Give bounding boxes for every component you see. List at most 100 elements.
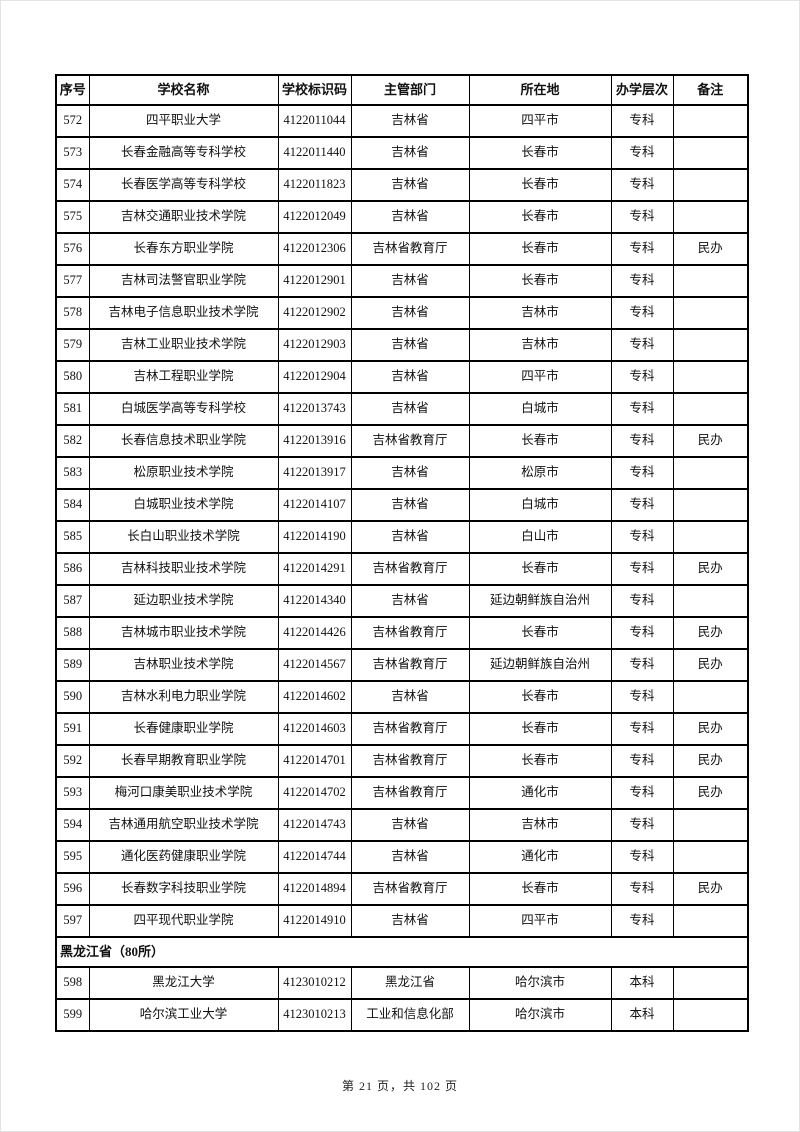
table-cell: 4122012901 [277,264,352,298]
table-cell: 吉林省 [350,296,470,330]
table-cell: 585 [55,520,90,554]
table-cell: 4122014702 [277,776,352,810]
table-cell: 589 [55,648,90,682]
table-cell [672,168,749,202]
table-row: 599 哈尔滨工业大学 4123010213 工业和信息化部 哈尔滨市 本科 [55,998,749,1032]
table-cell: 580 [55,360,90,394]
table-cell [672,456,749,490]
column-header: 办学层次 [610,74,674,106]
table-cell: 吉林通用航空职业技术学院 [88,808,279,842]
table-cell: 长春市 [468,680,612,714]
table-cell: 长春市 [468,232,612,266]
table-cell: 民办 [672,648,749,682]
column-header: 所在地 [468,74,612,106]
table-cell: 597 [55,904,90,938]
table-cell: 专科 [610,296,674,330]
table-cell: 民办 [672,552,749,586]
table-row: 574 长春医学高等专科学校 4122011823 吉林省 长春市 专科 [55,168,749,202]
table-cell: 吉林省 [350,488,470,522]
table-cell: 长春市 [468,168,612,202]
table-cell: 长春市 [468,136,612,170]
table-cell: 吉林省教育厅 [350,712,470,746]
table-cell [672,840,749,874]
table-cell: 四平职业大学 [88,104,279,138]
table-cell: 582 [55,424,90,458]
table-cell: 595 [55,840,90,874]
table-cell [672,966,749,1000]
table-cell [672,680,749,714]
column-header: 序号 [55,74,90,106]
table-cell: 吉林省 [350,360,470,394]
table-row: 591 长春健康职业学院 4122014603 吉林省教育厅 长春市 专科 民办 [55,712,749,746]
table-row: 580 吉林工程职业学院 4122012904 吉林省 四平市 专科 [55,360,749,394]
table-cell: 593 [55,776,90,810]
table-cell: 吉林市 [468,296,612,330]
table-cell: 587 [55,584,90,618]
table-cell: 专科 [610,104,674,138]
table-cell: 583 [55,456,90,490]
table-cell: 专科 [610,648,674,682]
table-cell: 4122011440 [277,136,352,170]
table-cell: 四平现代职业学院 [88,904,279,938]
table-cell: 4122014701 [277,744,352,778]
table-cell: 4122014107 [277,488,352,522]
table-cell: 吉林省教育厅 [350,232,470,266]
table-cell: 吉林省 [350,104,470,138]
table-cell [672,328,749,362]
table-cell: 592 [55,744,90,778]
table-cell: 584 [55,488,90,522]
table-cell: 4122014426 [277,616,352,650]
table-cell: 民办 [672,712,749,746]
table-row: 592 长春早期教育职业学院 4122014701 吉林省教育厅 长春市 专科 民办 [55,744,749,778]
table-cell [672,296,749,330]
table-cell: 吉林省 [350,680,470,714]
table-cell: 黑龙江大学 [88,966,279,1000]
table-cell: 吉林省 [350,904,470,938]
table-cell: 长春东方职业学院 [88,232,279,266]
table-cell: 4122014291 [277,552,352,586]
table-cell: 专科 [610,360,674,394]
table-cell [672,104,749,138]
table-cell: 吉林省 [350,392,470,426]
table-row: 593 梅河口康美职业技术学院 4122014702 吉林省教育厅 通化市 专科 民办 [55,776,749,810]
table-cell [672,264,749,298]
table-cell: 长白山职业技术学院 [88,520,279,554]
column-header: 学校标识码 [277,74,352,106]
page-number-footer: 第 21 页，共 102 页 [341,1079,458,1093]
table-cell: 581 [55,392,90,426]
column-header: 备注 [672,74,749,106]
table-cell: 民办 [672,744,749,778]
table-cell: 吉林省 [350,840,470,874]
table-cell: 4122012306 [277,232,352,266]
table-cell: 长春市 [468,616,612,650]
table-cell: 588 [55,616,90,650]
table-cell: 长春信息技术职业学院 [88,424,279,458]
table-cell: 专科 [610,584,674,618]
table-cell: 4122013917 [277,456,352,490]
table-cell: 长春数字科技职业学院 [88,872,279,906]
table-cell: 吉林电子信息职业技术学院 [88,296,279,330]
table-cell: 民办 [672,872,749,906]
table-cell: 574 [55,168,90,202]
table-cell: 吉林省教育厅 [350,616,470,650]
table-cell: 哈尔滨市 [468,998,612,1032]
table-cell [672,200,749,234]
table-cell: 4122011823 [277,168,352,202]
table-cell: 吉林省教育厅 [350,872,470,906]
table-cell [672,904,749,938]
table-cell [672,488,749,522]
table-cell: 专科 [610,680,674,714]
table-cell: 4122014894 [277,872,352,906]
table-cell: 4122014603 [277,712,352,746]
table-cell: 吉林省 [350,584,470,618]
table-cell: 长春市 [468,424,612,458]
table-cell: 专科 [610,776,674,810]
column-header: 主管部门 [350,74,470,106]
table-cell: 延边朝鲜族自治州 [468,648,612,682]
table-row: 577 吉林司法警官职业学院 4122012901 吉林省 长春市 专科 [55,264,749,298]
table-cell: 专科 [610,744,674,778]
table-cell: 四平市 [468,904,612,938]
table-cell: 哈尔滨市 [468,966,612,1000]
table-cell: 4122014744 [277,840,352,874]
table-cell: 专科 [610,808,674,842]
